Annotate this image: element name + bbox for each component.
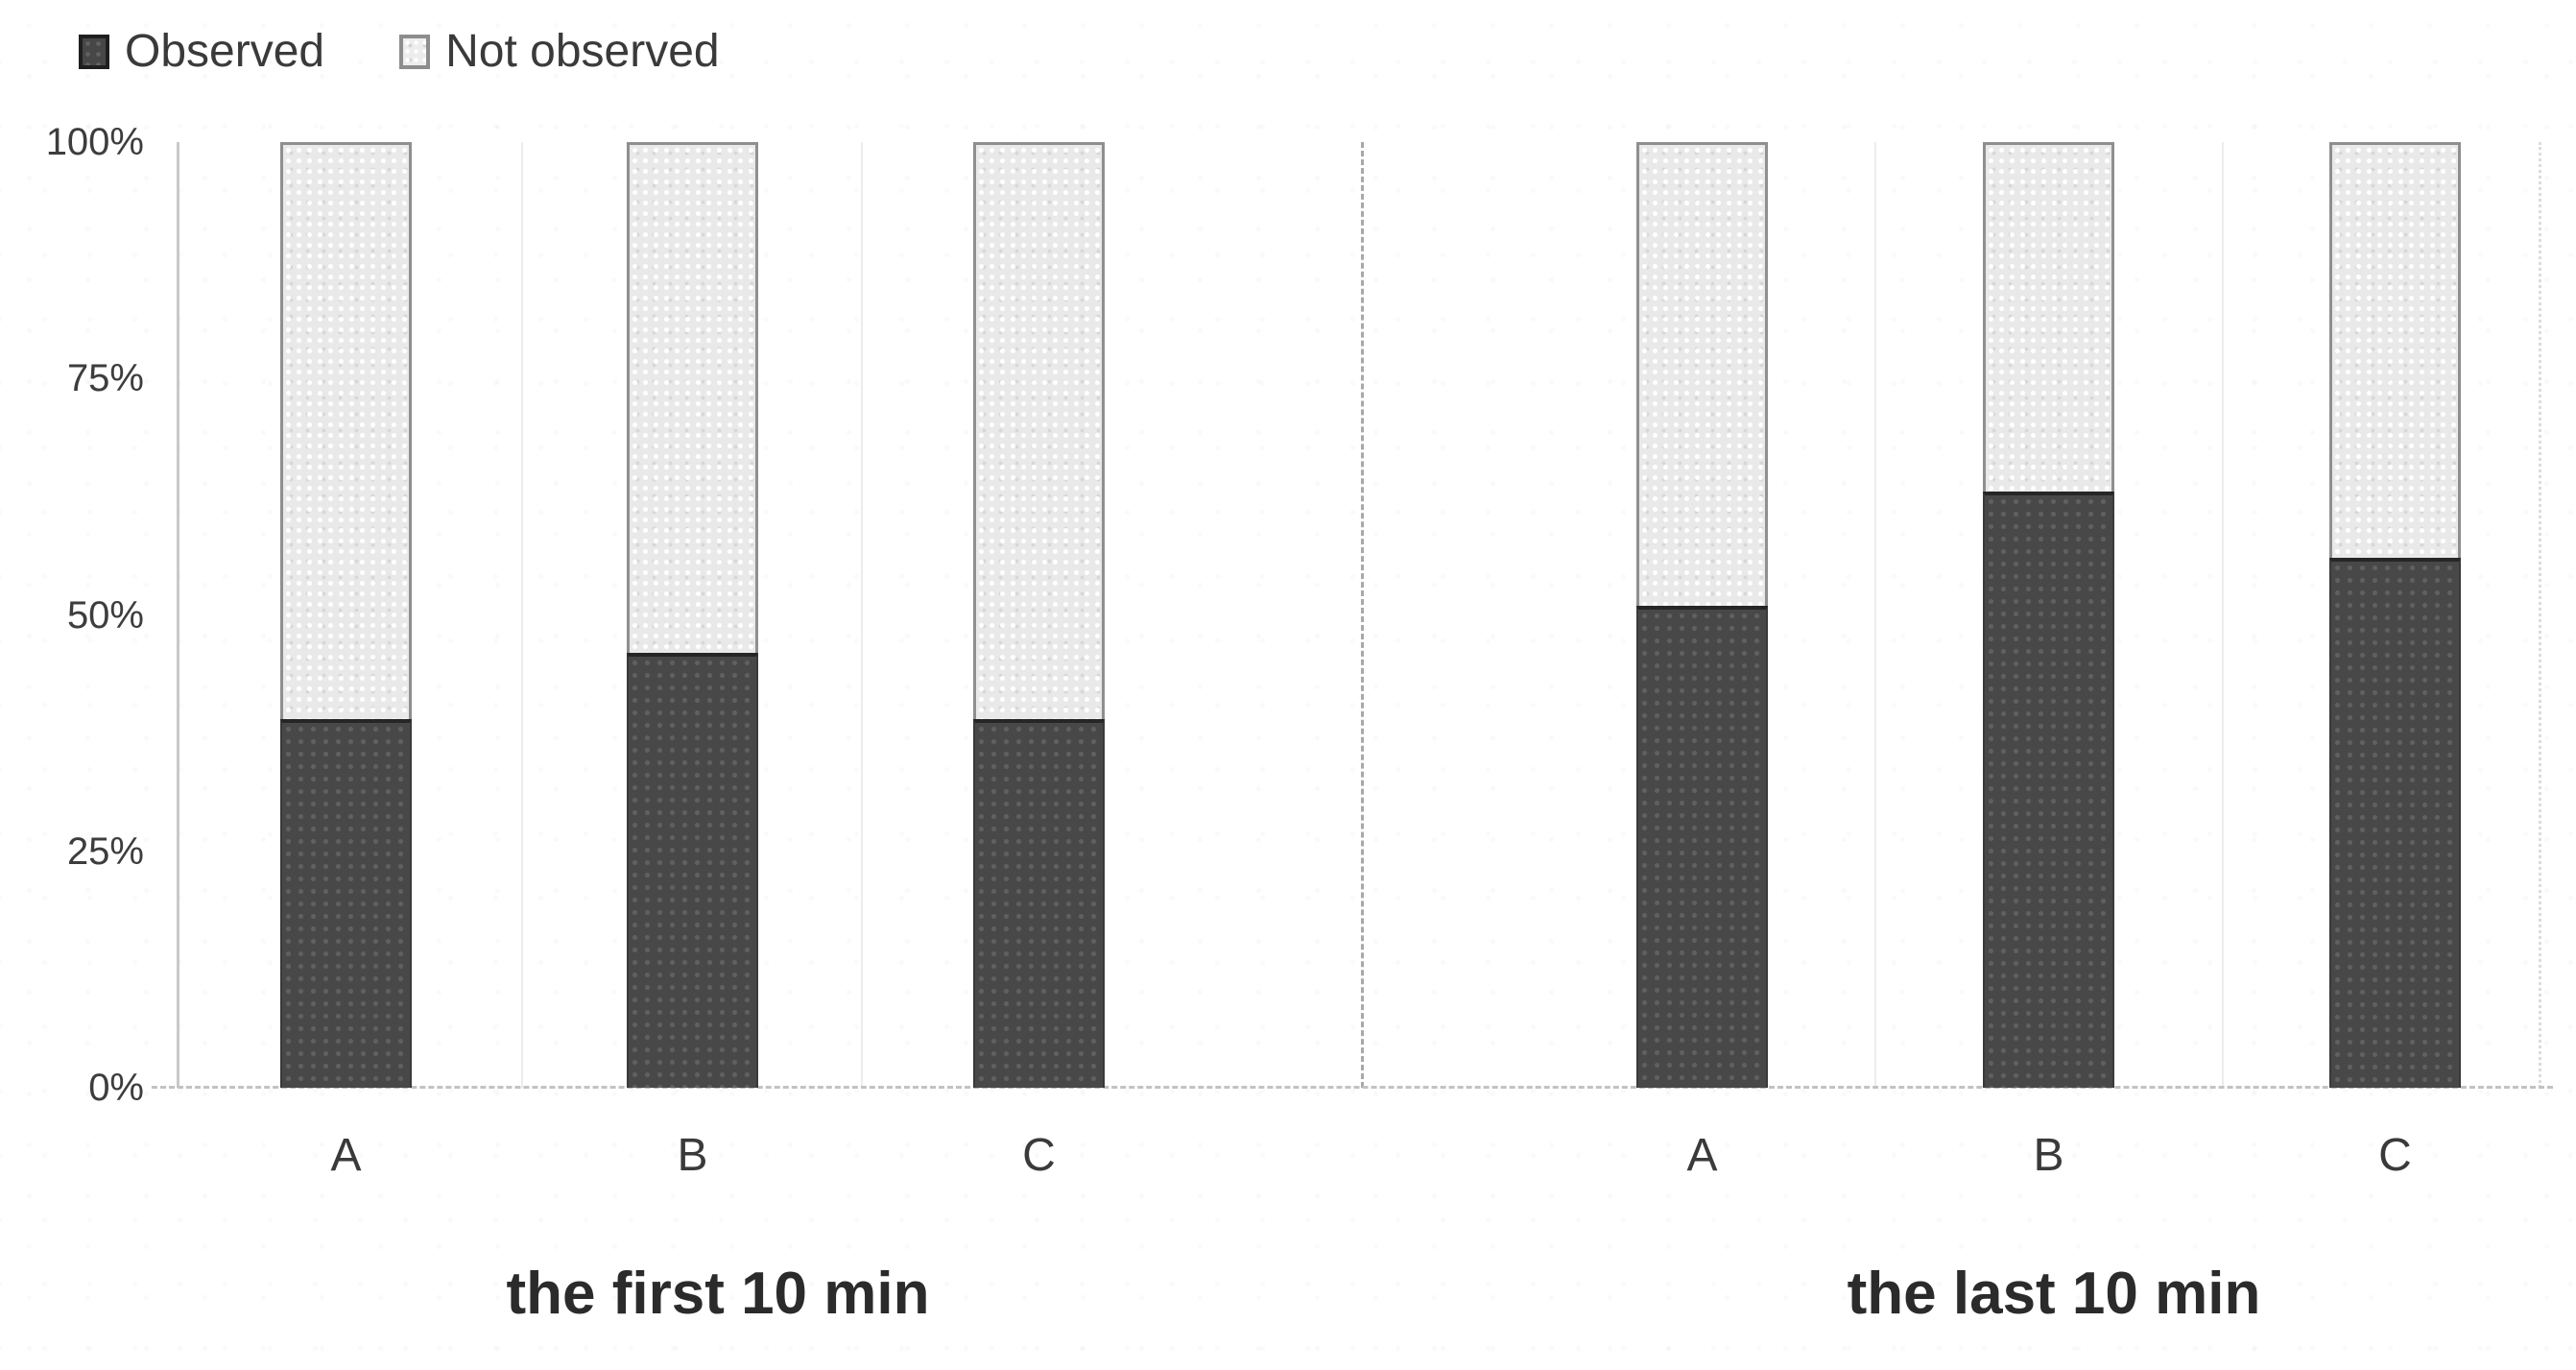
group-divider-line (1361, 142, 1364, 1088)
category-boundary-line (1874, 142, 1876, 1088)
legend-label-not-observed: Not observed (445, 26, 720, 77)
bar-not-observed-segment (1636, 142, 1768, 606)
category-label: A (1686, 1130, 1718, 1181)
bar-not-observed-segment (280, 142, 412, 719)
group-label: the last 10 min (1847, 1261, 2261, 1327)
category-boundary-line (861, 142, 863, 1088)
y-tick-label: 50% (66, 593, 144, 637)
bar-observed-segment (973, 719, 1105, 1088)
legend-item-observed: Observed (79, 29, 324, 75)
bar-not-observed-segment (973, 142, 1105, 719)
y-tick-label: 75% (66, 357, 144, 400)
y-tick-label: 25% (66, 829, 144, 873)
y-tick-label: 0% (88, 1067, 144, 1109)
category-label: C (1022, 1130, 1056, 1181)
legend-label-observed: Observed (125, 26, 325, 77)
bar-not-observed-segment (2329, 142, 2461, 558)
category-label: B (2033, 1130, 2064, 1181)
legend-item-not-observed: Not observed (399, 29, 720, 75)
category-label: C (2378, 1130, 2412, 1181)
group-label: the first 10 min (506, 1261, 930, 1327)
observed-swatch-icon (79, 35, 109, 69)
not-observed-swatch-icon (399, 35, 431, 69)
category-label: A (330, 1130, 362, 1181)
y-axis-line (177, 142, 179, 1088)
category-boundary-line (521, 142, 523, 1088)
y-tick-label: 100% (45, 121, 144, 163)
bar-not-observed-segment (1983, 142, 2114, 492)
plot-right-edge-line (2539, 142, 2541, 1088)
bar-observed-segment (2329, 558, 2461, 1088)
bar-observed-segment (627, 653, 758, 1088)
category-label: B (677, 1130, 708, 1181)
bar-observed-segment (280, 719, 412, 1088)
legend: Observed Not observed (79, 29, 795, 75)
bar-not-observed-segment (627, 142, 758, 653)
bar-observed-segment (1636, 606, 1768, 1088)
category-boundary-line (2222, 142, 2224, 1088)
x-baseline (152, 1086, 2553, 1089)
bar-observed-segment (1983, 492, 2114, 1088)
